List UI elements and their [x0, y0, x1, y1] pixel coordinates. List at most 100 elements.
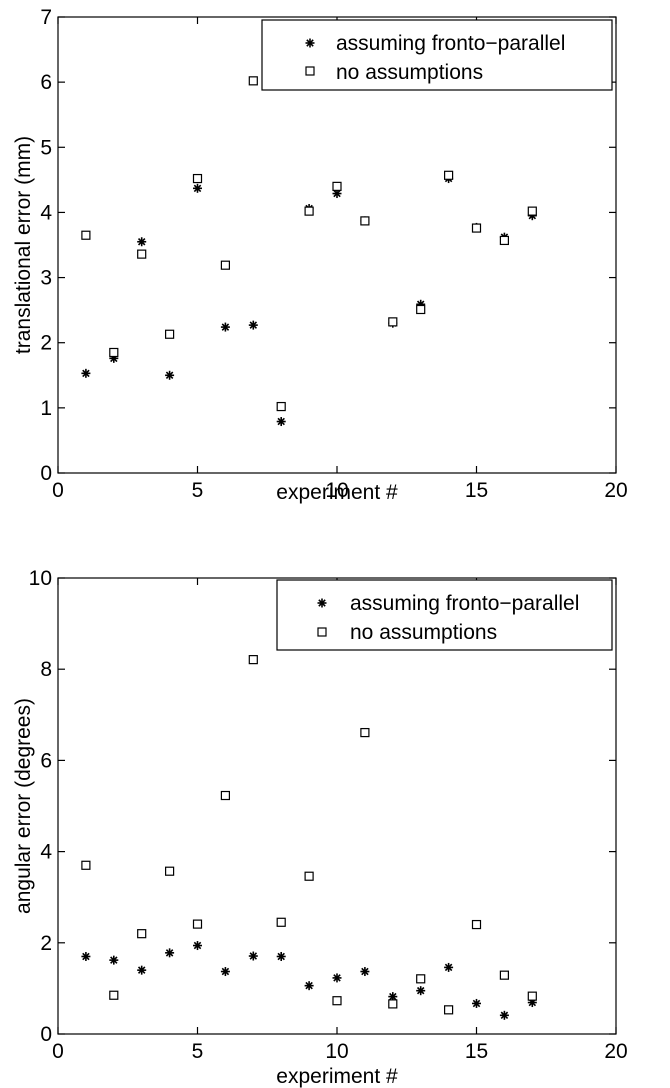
y-tick-label: 2 — [40, 332, 52, 355]
x-tick-label: 0 — [52, 479, 64, 502]
point-fronto-parallel — [276, 951, 286, 961]
angular-error-chart: 0 5 10 15 20 0 2 4 6 8 10 experiment # angular err… — [12, 567, 628, 1088]
point-no-assumptions — [109, 990, 119, 1000]
point-fronto-parallel — [220, 967, 230, 977]
point-no-assumptions — [527, 991, 537, 1001]
point-fronto-parallel — [165, 370, 175, 380]
point-no-assumptions — [276, 917, 286, 927]
point-no-assumptions — [360, 216, 370, 226]
x-axis-label: experiment # — [276, 481, 398, 504]
y-tick-label: 0 — [40, 462, 52, 485]
point-no-assumptions — [192, 173, 203, 184]
point-fronto-parallel — [248, 320, 258, 330]
point-no-assumptions — [444, 170, 454, 180]
y-tick-label: 4 — [40, 841, 52, 864]
point-fronto-parallel — [137, 965, 147, 975]
point-no-assumptions — [416, 974, 426, 984]
data-points — [81, 76, 537, 427]
legend: assuming fronto−parallel no assumptions — [276, 579, 613, 651]
legend-asterisk-glyph — [317, 598, 327, 608]
point-no-assumptions — [248, 76, 258, 86]
legend-box — [276, 579, 613, 651]
point-fronto-parallel — [193, 941, 202, 951]
point-no-assumptions — [192, 919, 203, 929]
legend-asterisk-glyph — [305, 38, 315, 48]
point-no-assumptions — [109, 347, 119, 358]
point-fronto-parallel — [81, 368, 91, 378]
data-points — [81, 655, 537, 1020]
legend-entry-no-assumptions: no assumptions — [350, 621, 497, 644]
legend-entry-no-assumptions: no assumptions — [336, 61, 483, 84]
point-no-assumptions — [304, 871, 314, 881]
point-no-assumptions — [360, 727, 370, 738]
point-no-assumptions — [220, 260, 230, 270]
x-tick-label: 10 — [325, 1040, 348, 1063]
point-fronto-parallel — [137, 237, 147, 247]
point-no-assumptions — [471, 223, 482, 233]
point-fronto-parallel — [304, 981, 314, 991]
x-tick-label: 5 — [192, 1040, 204, 1063]
point-no-assumptions — [444, 1005, 454, 1015]
tick-labels: 0 5 10 15 20 0 2 4 6 8 10 — [29, 567, 628, 1063]
legend-marker-asterisk — [317, 598, 327, 608]
y-tick-label: 7 — [40, 6, 52, 29]
point-no-assumptions — [81, 230, 91, 240]
point-no-assumptions — [304, 206, 314, 216]
point-no-assumptions — [499, 235, 509, 246]
x-tick-label: 20 — [604, 479, 627, 502]
point-fronto-parallel — [332, 973, 342, 983]
point-fronto-parallel — [499, 1010, 509, 1020]
legend-marker-square — [317, 627, 327, 637]
legend: assuming fronto−parallel no assumptions — [261, 19, 613, 91]
x-axis-label: experiment # — [276, 1065, 398, 1088]
x-tick-label: 15 — [465, 1040, 488, 1063]
point-fronto-parallel — [444, 962, 454, 972]
x-tick-label: 5 — [192, 479, 204, 502]
point-no-assumptions — [220, 790, 230, 801]
point-fronto-parallel — [193, 183, 202, 193]
point-no-assumptions — [137, 249, 147, 259]
point-fronto-parallel — [276, 417, 286, 427]
point-fronto-parallel — [416, 986, 426, 996]
point-fronto-parallel — [472, 998, 481, 1008]
y-tick-label: 0 — [40, 1023, 52, 1046]
legend-entry-fronto-parallel: assuming fronto−parallel — [350, 592, 579, 615]
legend-square-glyph — [305, 66, 315, 76]
point-no-assumptions — [276, 401, 286, 412]
point-no-assumptions — [388, 999, 398, 1009]
point-fronto-parallel — [109, 955, 119, 965]
y-tick-label: 8 — [40, 658, 52, 681]
axis-ticks — [57, 16, 617, 474]
x-tick-label: 15 — [465, 479, 488, 502]
y-tick-label: 5 — [40, 136, 52, 159]
point-fronto-parallel — [81, 951, 91, 961]
point-no-assumptions — [527, 206, 537, 216]
point-no-assumptions — [416, 304, 426, 315]
point-no-assumptions — [248, 655, 258, 665]
point-no-assumptions — [165, 329, 175, 339]
point-no-assumptions — [165, 866, 175, 876]
point-fronto-parallel — [360, 967, 370, 977]
y-tick-label: 4 — [40, 201, 52, 224]
y-tick-label: 6 — [40, 749, 52, 772]
point-fronto-parallel — [248, 951, 258, 961]
y-tick-label: 2 — [40, 932, 52, 955]
legend-box — [261, 19, 613, 91]
y-tick-label: 3 — [40, 267, 52, 290]
legend-entry-fronto-parallel: assuming fronto−parallel — [336, 32, 565, 55]
x-tick-label: 10 — [325, 479, 348, 502]
tick-labels: 0 5 10 15 20 0 1 2 3 4 5 6 7 — [40, 6, 627, 502]
x-tick-label: 20 — [604, 1040, 627, 1063]
point-no-assumptions — [388, 317, 398, 327]
y-axis-label: angular error (degrees) — [12, 698, 35, 914]
point-no-assumptions — [332, 996, 342, 1006]
x-tick-label: 0 — [52, 1040, 64, 1063]
legend-marker-asterisk — [305, 38, 315, 48]
point-no-assumptions — [81, 860, 91, 870]
translational-error-chart: 0 5 10 15 20 0 1 2 3 4 5 6 7 experiment # translatio… — [12, 6, 628, 504]
point-no-assumptions — [471, 919, 482, 930]
y-axis-label: translational error (mm) — [12, 136, 35, 354]
point-fronto-parallel — [165, 948, 175, 958]
y-tick-label: 1 — [40, 397, 52, 420]
